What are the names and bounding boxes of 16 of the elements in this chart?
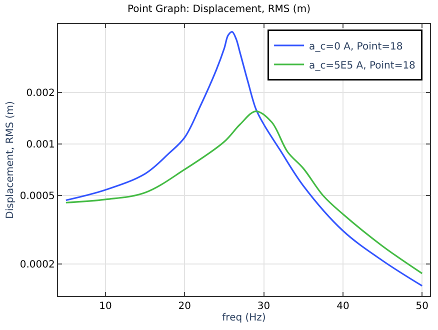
legend-label: a_c=5E5 A, Point=18 xyxy=(309,60,416,72)
y-tick-label: 0.0005 xyxy=(20,191,55,202)
y-tick-label: 0.001 xyxy=(26,139,55,150)
line-series xyxy=(65,31,423,287)
y-tick-label: 0.002 xyxy=(26,88,55,99)
x-axis-title: freq (Hz) xyxy=(222,312,266,324)
x-tick-label: 40 xyxy=(336,301,350,312)
x-tick-label: 50 xyxy=(416,301,428,312)
y-axis-title: Displacement, RMS (m) xyxy=(4,101,16,219)
y-tick-label: 0.0002 xyxy=(20,259,55,270)
x-tick-label: 20 xyxy=(178,301,192,312)
x-tick-label: 30 xyxy=(257,301,270,312)
chart-title: Point Graph: Displacement, RMS (m) xyxy=(128,4,311,15)
legend-label: a_c=0 A, Point=18 xyxy=(309,41,403,52)
line-series xyxy=(65,110,423,274)
x-tick-label: 10 xyxy=(99,301,112,312)
